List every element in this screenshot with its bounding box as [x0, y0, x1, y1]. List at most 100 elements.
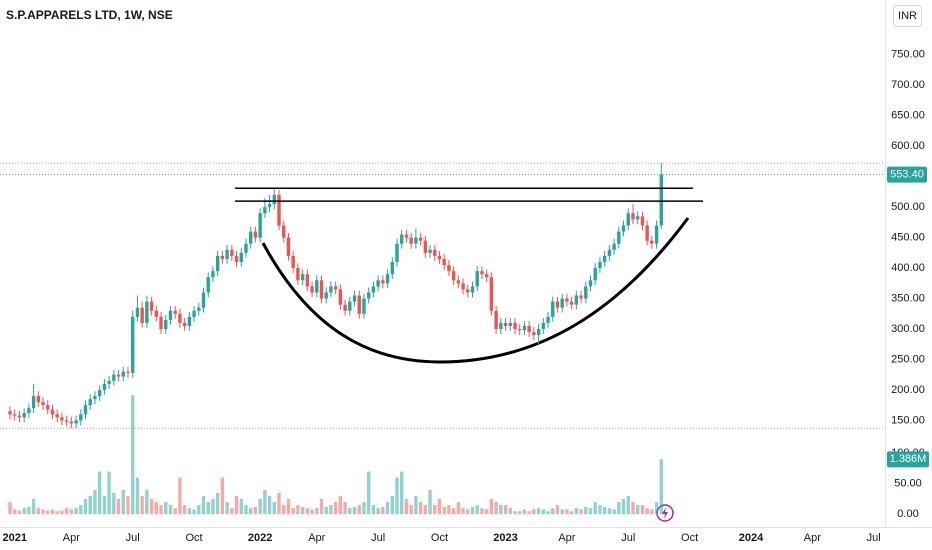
candle-body — [631, 213, 635, 220]
volume-bar — [414, 495, 418, 515]
candle-body — [173, 310, 177, 314]
volume-bar — [584, 506, 588, 515]
candle-body — [69, 421, 74, 424]
y2-tick-label: 0.00 — [897, 508, 918, 520]
volume-bar — [569, 511, 574, 515]
candle-body — [277, 194, 281, 226]
volume-bar — [8, 502, 12, 515]
candle-body — [13, 414, 17, 416]
y-tick-label: 300.00 — [891, 323, 925, 335]
candle-body — [244, 243, 248, 253]
candle-body — [579, 295, 583, 299]
volume-bar — [650, 509, 654, 515]
volume-bar — [352, 506, 357, 515]
volume-bar — [635, 505, 640, 515]
volume-bar — [258, 498, 262, 515]
candle-body — [621, 225, 626, 232]
candle-body — [385, 274, 390, 284]
volume-bar — [536, 508, 541, 515]
volume-bar — [433, 505, 437, 515]
volume-bar — [300, 506, 305, 515]
volume-bar — [310, 509, 314, 515]
volume-bar — [546, 511, 550, 515]
volume-box — [887, 451, 929, 468]
y-tick-label: 200.00 — [891, 384, 925, 396]
candle-body — [333, 286, 338, 290]
y-tick-label: 150.00 — [891, 414, 925, 426]
candle-body — [513, 322, 517, 330]
candle-body — [168, 310, 173, 320]
volume-bar — [319, 498, 324, 515]
volume-bar — [579, 509, 583, 515]
x-tick-label: Jul — [621, 532, 635, 544]
volume-bar — [381, 506, 385, 515]
volume-bar — [79, 505, 83, 515]
currency-label: INR — [898, 10, 917, 22]
volume-bar — [621, 498, 626, 515]
candle-body — [357, 295, 361, 314]
y2-tick-label: 50.00 — [894, 478, 922, 490]
candle-body — [178, 313, 182, 323]
cup-curve — [261, 217, 690, 364]
candle-body — [182, 322, 187, 326]
volume-bar — [607, 508, 612, 515]
volume-bar — [135, 477, 140, 515]
candle-body — [409, 237, 413, 244]
volume-bar — [484, 509, 489, 515]
volume-bar — [50, 509, 55, 515]
x-tick-label: Jul — [371, 532, 385, 544]
candle-body — [428, 249, 432, 253]
volume-bar — [36, 508, 41, 515]
volume-bar — [593, 502, 597, 515]
volume-bar — [131, 395, 135, 515]
candle-body — [74, 420, 78, 424]
volume-bar — [277, 492, 281, 515]
candle-body — [404, 234, 409, 238]
volume-bar — [305, 508, 310, 515]
x-tick-label: Apr — [804, 532, 821, 544]
candle-body — [102, 383, 107, 390]
volume-bar — [508, 508, 512, 515]
candle-body — [282, 225, 286, 238]
volume-bar — [211, 498, 215, 515]
x-tick-label: 2022 — [248, 532, 272, 544]
y-tick-label: 650.00 — [891, 110, 925, 122]
volume-bar — [197, 505, 201, 515]
x-tick-label: Apr — [308, 532, 325, 544]
volume-bar — [60, 510, 64, 515]
candle-body — [88, 399, 92, 406]
volume-bar — [366, 471, 371, 515]
volume-bar — [518, 511, 522, 515]
candle-body — [456, 280, 461, 284]
candle-body — [319, 280, 324, 299]
volume-bar — [164, 502, 168, 515]
candle-body — [107, 380, 111, 384]
volume-bar — [215, 492, 220, 515]
candle-body — [503, 322, 508, 326]
last-price-label: 553.40 — [890, 169, 924, 181]
currency-button[interactable] — [893, 5, 922, 27]
candle-body — [79, 414, 83, 421]
x-tick-label: Oct — [431, 532, 448, 544]
candle-body — [206, 277, 210, 293]
volume-bar — [263, 489, 267, 515]
volume-bar — [182, 505, 187, 515]
volume-bar — [168, 505, 173, 515]
candle-body — [315, 280, 319, 293]
candle-body — [55, 414, 59, 418]
candle-body — [197, 307, 201, 311]
candle-body — [272, 194, 276, 205]
candle-body — [329, 286, 333, 293]
candle-body — [121, 371, 125, 377]
candle-body — [36, 396, 41, 403]
volume-bar — [64, 508, 69, 515]
volume-bar — [395, 477, 399, 515]
candle-body — [135, 307, 140, 317]
volume-bar — [461, 508, 465, 515]
candle-body — [263, 207, 267, 214]
candle-body — [201, 292, 206, 308]
candle-body — [470, 286, 475, 293]
candle-body — [187, 316, 192, 326]
volume-bar — [376, 508, 380, 515]
